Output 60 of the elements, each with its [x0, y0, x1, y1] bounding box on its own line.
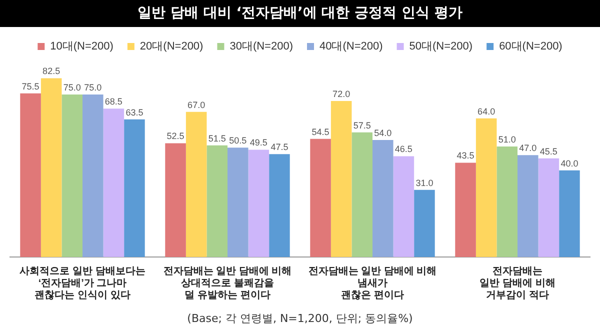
data-label: 49.5	[250, 138, 268, 148]
data-label: 51.5	[208, 133, 226, 144]
data-label: 68.5	[104, 96, 122, 107]
bar	[82, 94, 104, 257]
text: (Base; 각 연령별, N=1,200, 단위; 동의율%)	[186, 311, 414, 327]
data-label: 64.0	[478, 106, 496, 116]
legend-label: 10대(N=200)	[50, 40, 114, 53]
bar	[186, 112, 207, 257]
data-label: 31.0	[416, 178, 434, 188]
legend-label: 30대(N=200)	[230, 40, 294, 53]
x-tick-label: 전자담배는 일반 담배에 비해 거부감이 적다	[480, 266, 556, 301]
data-label: 75.5	[22, 81, 40, 92]
bar	[414, 190, 435, 257]
bar	[518, 155, 538, 257]
data-label: 72.0	[332, 88, 350, 99]
bar	[40, 78, 62, 257]
x-tick-label: 전자담배는 일반 담배에 비해 상대적으로 불쾌감을 덜 유발하는 편이다	[163, 266, 292, 301]
data-label: 54.5	[312, 126, 330, 137]
bar	[124, 119, 145, 257]
legend-label: 60대(N=200)	[499, 40, 562, 53]
data-label: 51.0	[498, 134, 516, 144]
chart-title: 일반 담배 대비 ‘전자담배’에 대한 긍정적 인식 평가	[0, 0, 600, 27]
data-label: 40.0	[560, 158, 578, 168]
data-label: 46.5	[394, 144, 412, 154]
data-label: 67.0	[188, 100, 206, 110]
legend-label: 40대(N=200)	[320, 40, 383, 53]
data-label: 75.0	[84, 82, 102, 92]
bar	[496, 146, 518, 257]
data-label: 45.5	[540, 146, 558, 156]
bar	[538, 158, 560, 257]
bar	[62, 94, 82, 257]
bar	[352, 132, 372, 257]
bar	[310, 138, 331, 257]
data-label: 82.5	[42, 66, 60, 76]
bar	[103, 108, 124, 257]
data-label: 57.5	[353, 120, 371, 130]
data-label: 75.0	[63, 82, 81, 92]
bar	[269, 154, 290, 257]
bar	[393, 156, 414, 257]
legend-label: 50대(N=200)	[409, 40, 473, 53]
bar	[206, 145, 228, 257]
legend-label: 20대(N=200)	[140, 40, 204, 53]
data-label: 52.5	[166, 131, 184, 142]
bar	[455, 162, 476, 257]
bar	[228, 148, 248, 257]
x-tick-label: 전자담배는 일반 담배에 비해 냄새가 괜찮은 편이다	[308, 266, 437, 301]
bar	[330, 101, 352, 257]
x-tick-label: 사회적으로 일반 담배보다는 ‘전자담배’가 그나마 괜찮다는 인식이 있다	[20, 266, 146, 301]
data-label: 63.5	[126, 107, 144, 118]
bar	[372, 140, 394, 257]
data-label: 47.0	[519, 143, 537, 154]
data-label: 54.0	[374, 128, 392, 138]
bar	[165, 143, 186, 257]
bar	[476, 118, 497, 257]
bar	[248, 150, 270, 257]
data-label: 43.5	[456, 150, 474, 161]
data-label: 47.5	[270, 142, 288, 152]
data-label: 50.5	[229, 136, 247, 146]
bar	[559, 170, 580, 257]
bar	[20, 93, 41, 257]
